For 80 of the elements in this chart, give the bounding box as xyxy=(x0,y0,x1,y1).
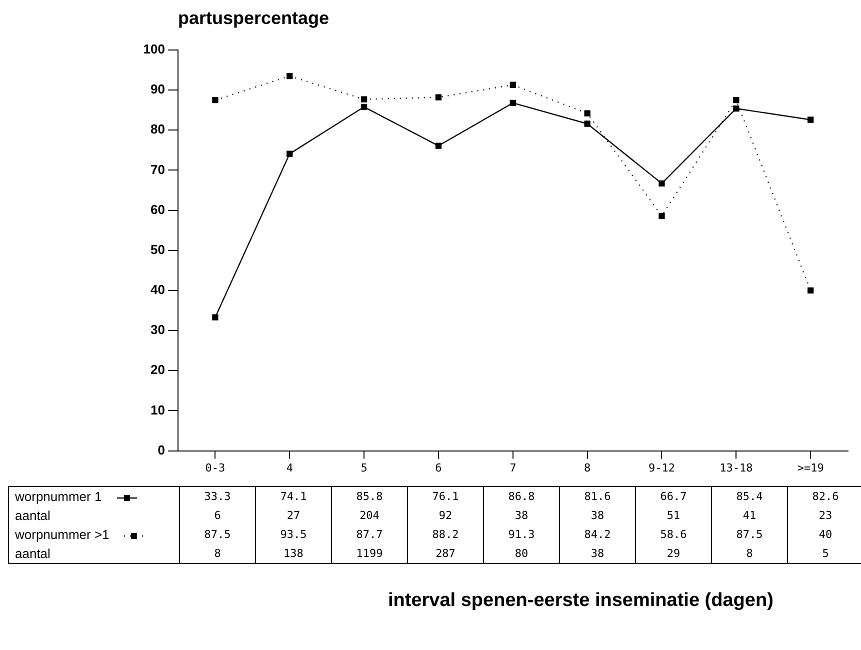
data-label: 40 xyxy=(788,525,861,544)
point xyxy=(510,82,516,88)
text: 38 xyxy=(560,544,636,564)
data-label: 33.3 xyxy=(180,486,256,506)
point xyxy=(360,104,368,110)
x-tick-label: 8 xyxy=(584,461,591,474)
text: 41 xyxy=(712,506,788,525)
legend-label: worpnummer >1 xyxy=(14,526,110,544)
text: aantal xyxy=(14,545,52,563)
x-tick-label: 7 xyxy=(510,461,516,474)
text: 204 xyxy=(332,506,408,525)
x-tick-label: 5 xyxy=(360,461,368,474)
data-label: 66.7 xyxy=(636,486,712,506)
point xyxy=(808,287,814,294)
y-tick-label: 70 xyxy=(150,162,165,177)
text: 92 xyxy=(408,506,484,525)
x-tick-label: 13-18 xyxy=(720,461,753,474)
point xyxy=(510,100,516,106)
text: interval spenen-eerste inseminatie (dagen) xyxy=(387,590,774,612)
point xyxy=(286,72,293,80)
data-label: 87.5 xyxy=(712,525,788,544)
legend-label: worpnummer 1 xyxy=(14,488,103,506)
text: 38 xyxy=(484,506,560,525)
y-tick-label: 80 xyxy=(150,122,165,137)
point xyxy=(808,116,814,123)
text: 6 xyxy=(180,506,256,525)
x-tick-label: 9-12 xyxy=(648,461,675,474)
text: 23 xyxy=(788,506,861,525)
y-tick-label: 100 xyxy=(143,42,165,57)
text: 8 xyxy=(712,544,788,564)
y-tick-label: 90 xyxy=(150,82,165,97)
point xyxy=(658,180,665,187)
y-tick-label: 30 xyxy=(150,322,165,338)
text: 287 xyxy=(408,544,484,564)
point xyxy=(733,105,740,112)
data-label: 74.1 xyxy=(256,486,332,506)
x-tick-label: >=19 xyxy=(797,461,824,474)
point xyxy=(658,212,665,220)
text: 38 xyxy=(560,506,636,525)
x-tick-label: 0-3 xyxy=(205,461,226,474)
text: 1199 xyxy=(332,544,408,564)
y-tick-label: 60 xyxy=(150,202,165,217)
data-label: 85.8 xyxy=(332,486,408,506)
data-label: 87.7 xyxy=(332,525,408,544)
data-label: 81.6 xyxy=(560,486,636,506)
text: 27 xyxy=(256,506,332,525)
text: 51 xyxy=(636,506,712,525)
y-tick-label: 20 xyxy=(150,362,165,378)
point xyxy=(435,94,442,100)
y-tick-label: 40 xyxy=(150,282,165,298)
point xyxy=(360,96,368,102)
point xyxy=(584,110,590,116)
text: aantal xyxy=(14,507,52,525)
point xyxy=(212,97,218,104)
x-tick-label: 4 xyxy=(286,461,294,474)
y-tick-label: 50 xyxy=(150,242,165,257)
data-label: 86.8 xyxy=(484,486,560,506)
data-label: 93.5 xyxy=(256,525,332,544)
data-label: 87.5 xyxy=(180,525,256,544)
x-tick-label: 6 xyxy=(435,461,442,474)
point xyxy=(733,97,740,104)
data-label: 76.1 xyxy=(408,486,484,506)
point xyxy=(286,150,293,157)
data-label: 82.6 xyxy=(788,486,861,506)
data-label: 88.2 xyxy=(408,525,484,544)
data-label: 85.4 xyxy=(712,486,788,506)
y-tick-label: 0 xyxy=(158,442,165,458)
text: 80 xyxy=(484,544,560,564)
point xyxy=(435,142,442,149)
point xyxy=(212,314,218,320)
y-axis-title: partuspercentage xyxy=(177,8,330,30)
data-label: 91.3 xyxy=(484,525,560,544)
text: 138 xyxy=(256,544,332,564)
text: 8 xyxy=(180,544,256,564)
data-label: 84.2 xyxy=(560,525,636,544)
text: 5 xyxy=(788,544,861,564)
y-tick-label: 10 xyxy=(150,402,165,418)
text: 29 xyxy=(636,544,712,564)
data-label: 58.6 xyxy=(636,525,712,544)
point xyxy=(584,120,590,127)
